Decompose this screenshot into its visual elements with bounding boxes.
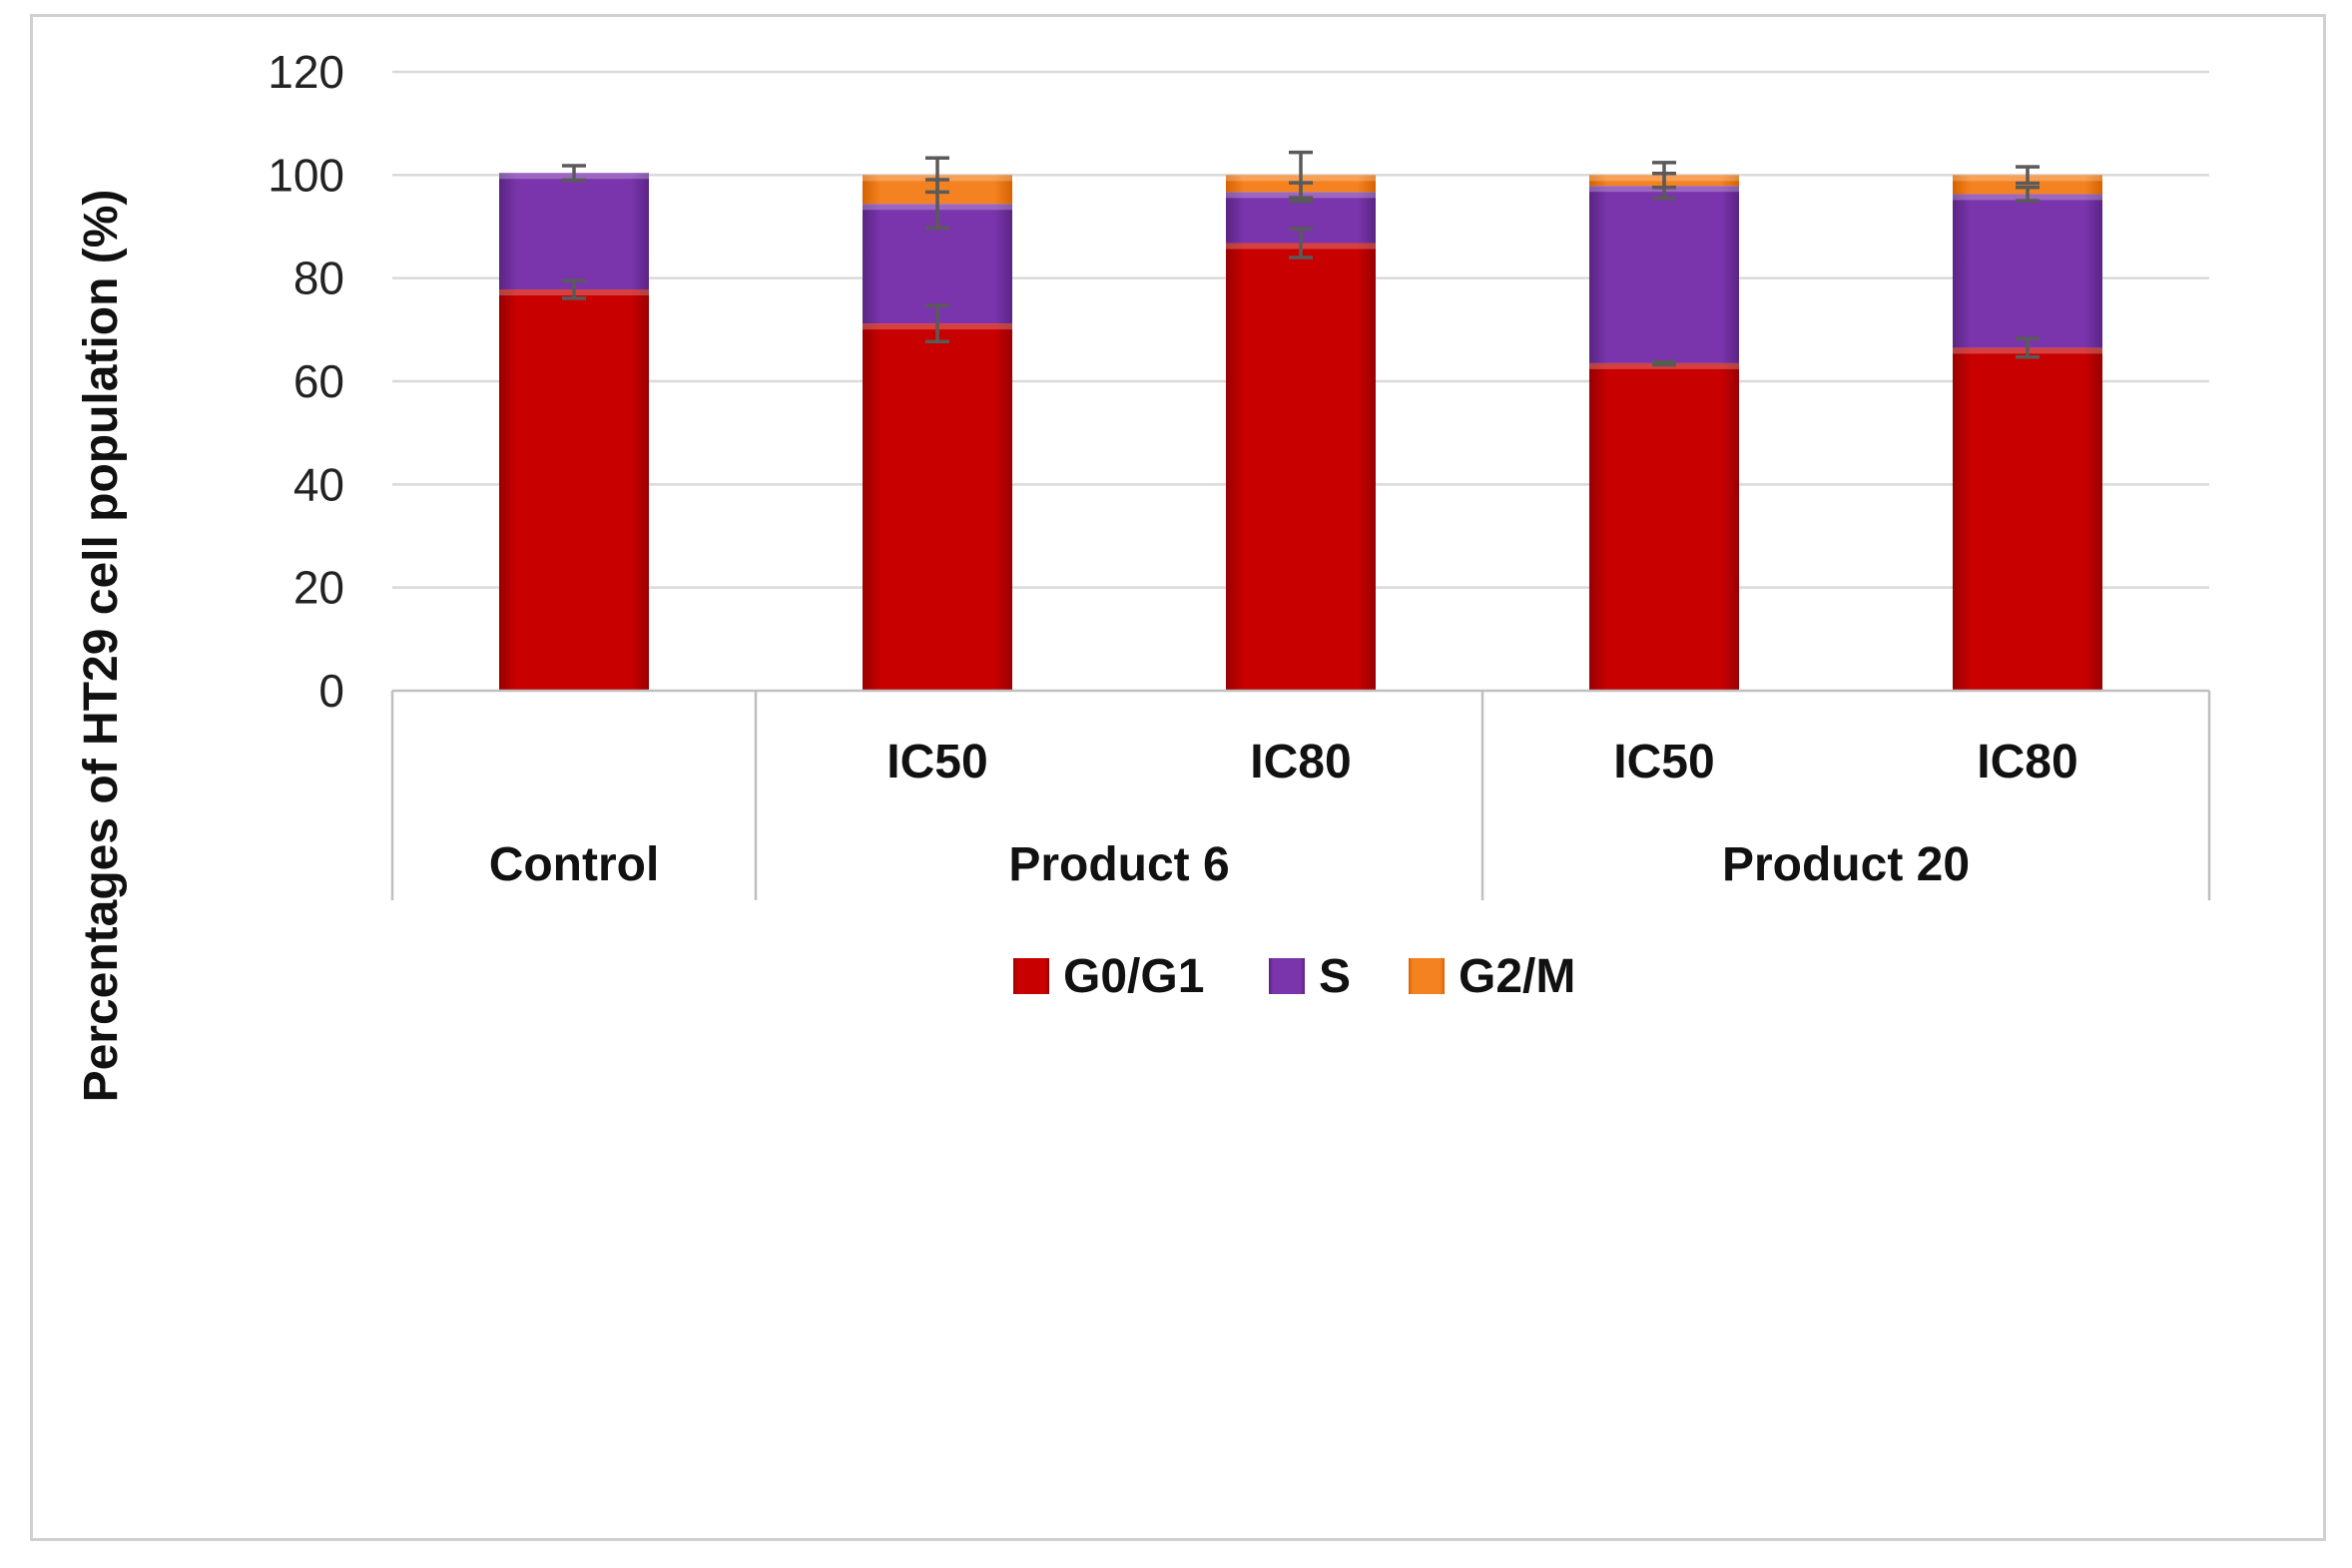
- bar-s-4: [1953, 194, 2102, 348]
- bar-g0-g1-2: [1226, 243, 1376, 692]
- category-label-2: IC80: [1250, 736, 1351, 788]
- bar-g0-g1-4: [1953, 347, 2102, 691]
- bar-g0-g1-1: [863, 323, 1012, 691]
- y-tick-label-0: 0: [318, 665, 344, 717]
- error-bar-g2-m-4: [2016, 165, 2040, 186]
- legend: G0/G1 S G2/M: [1013, 950, 1575, 1003]
- legend-item-s: S: [1269, 950, 1351, 1003]
- category-labels: IC50 IC80 IC50 IC80 Control Product 6 Product …: [489, 736, 2078, 891]
- error-bar-g0-g1-0: [562, 278, 586, 300]
- error-bar-g0-g1-1: [925, 303, 949, 343]
- legend-swatch: [1013, 958, 1049, 994]
- error-bar-g0-g1-3: [1652, 359, 1676, 367]
- y-axis-label: Percentages of HT29 cell population (%): [75, 190, 128, 1103]
- legend-label: G0/G1: [1063, 950, 1204, 1003]
- category-label-4: IC80: [1977, 736, 2077, 788]
- legend-item-g0-g1: G0/G1: [1013, 950, 1204, 1003]
- y-tick-label-120: 120: [268, 46, 344, 98]
- y-axis-ticks: 0 20 40 60 80 100 120: [268, 46, 344, 717]
- chart-svg: 0 20 40 60 80 100 120 IC50 IC80 IC50 IC80 Control P…: [75, 46, 2211, 1103]
- group-label-product-6: Product 6: [1008, 838, 1229, 891]
- y-tick-label-20: 20: [294, 562, 344, 614]
- error-bar-g0-g1-4: [2016, 336, 2040, 359]
- chart-frame: 0 20 40 60 80 100 120 IC50 IC80 IC50 IC80 Control P…: [30, 14, 2326, 1541]
- bar-s-3: [1589, 186, 1739, 363]
- legend-item-g2-m: G2/M: [1409, 950, 1575, 1003]
- bar-g0-g1-3: [1589, 362, 1739, 691]
- legend-label: S: [1319, 950, 1351, 1003]
- error-bar-g2-m-1: [925, 156, 949, 195]
- legend-swatch: [1409, 958, 1445, 994]
- legend-label: G2/M: [1459, 950, 1575, 1003]
- y-tick-label-40: 40: [294, 458, 344, 510]
- y-tick-label-60: 60: [294, 355, 344, 407]
- error-bar-g2-m-2: [1289, 150, 1313, 200]
- error-bar-s-0: [562, 164, 586, 183]
- group-label-control: Control: [489, 838, 660, 891]
- error-bars: [562, 150, 2040, 367]
- bar-s-0: [499, 173, 649, 290]
- error-bar-g0-g1-2: [1289, 227, 1313, 260]
- category-label-3: IC50: [1613, 736, 1714, 788]
- category-label-1: IC50: [886, 736, 987, 788]
- error-bar-s-4: [2016, 185, 2040, 203]
- x-axis-table: [390, 689, 2211, 900]
- y-tick-label-100: 100: [268, 149, 344, 201]
- legend-swatch: [1269, 958, 1305, 994]
- bar-g0-g1-0: [499, 289, 649, 691]
- group-label-product-20: Product 20: [1722, 838, 1970, 891]
- y-tick-label-80: 80: [294, 253, 344, 304]
- error-bar-g2-m-3: [1652, 161, 1676, 190]
